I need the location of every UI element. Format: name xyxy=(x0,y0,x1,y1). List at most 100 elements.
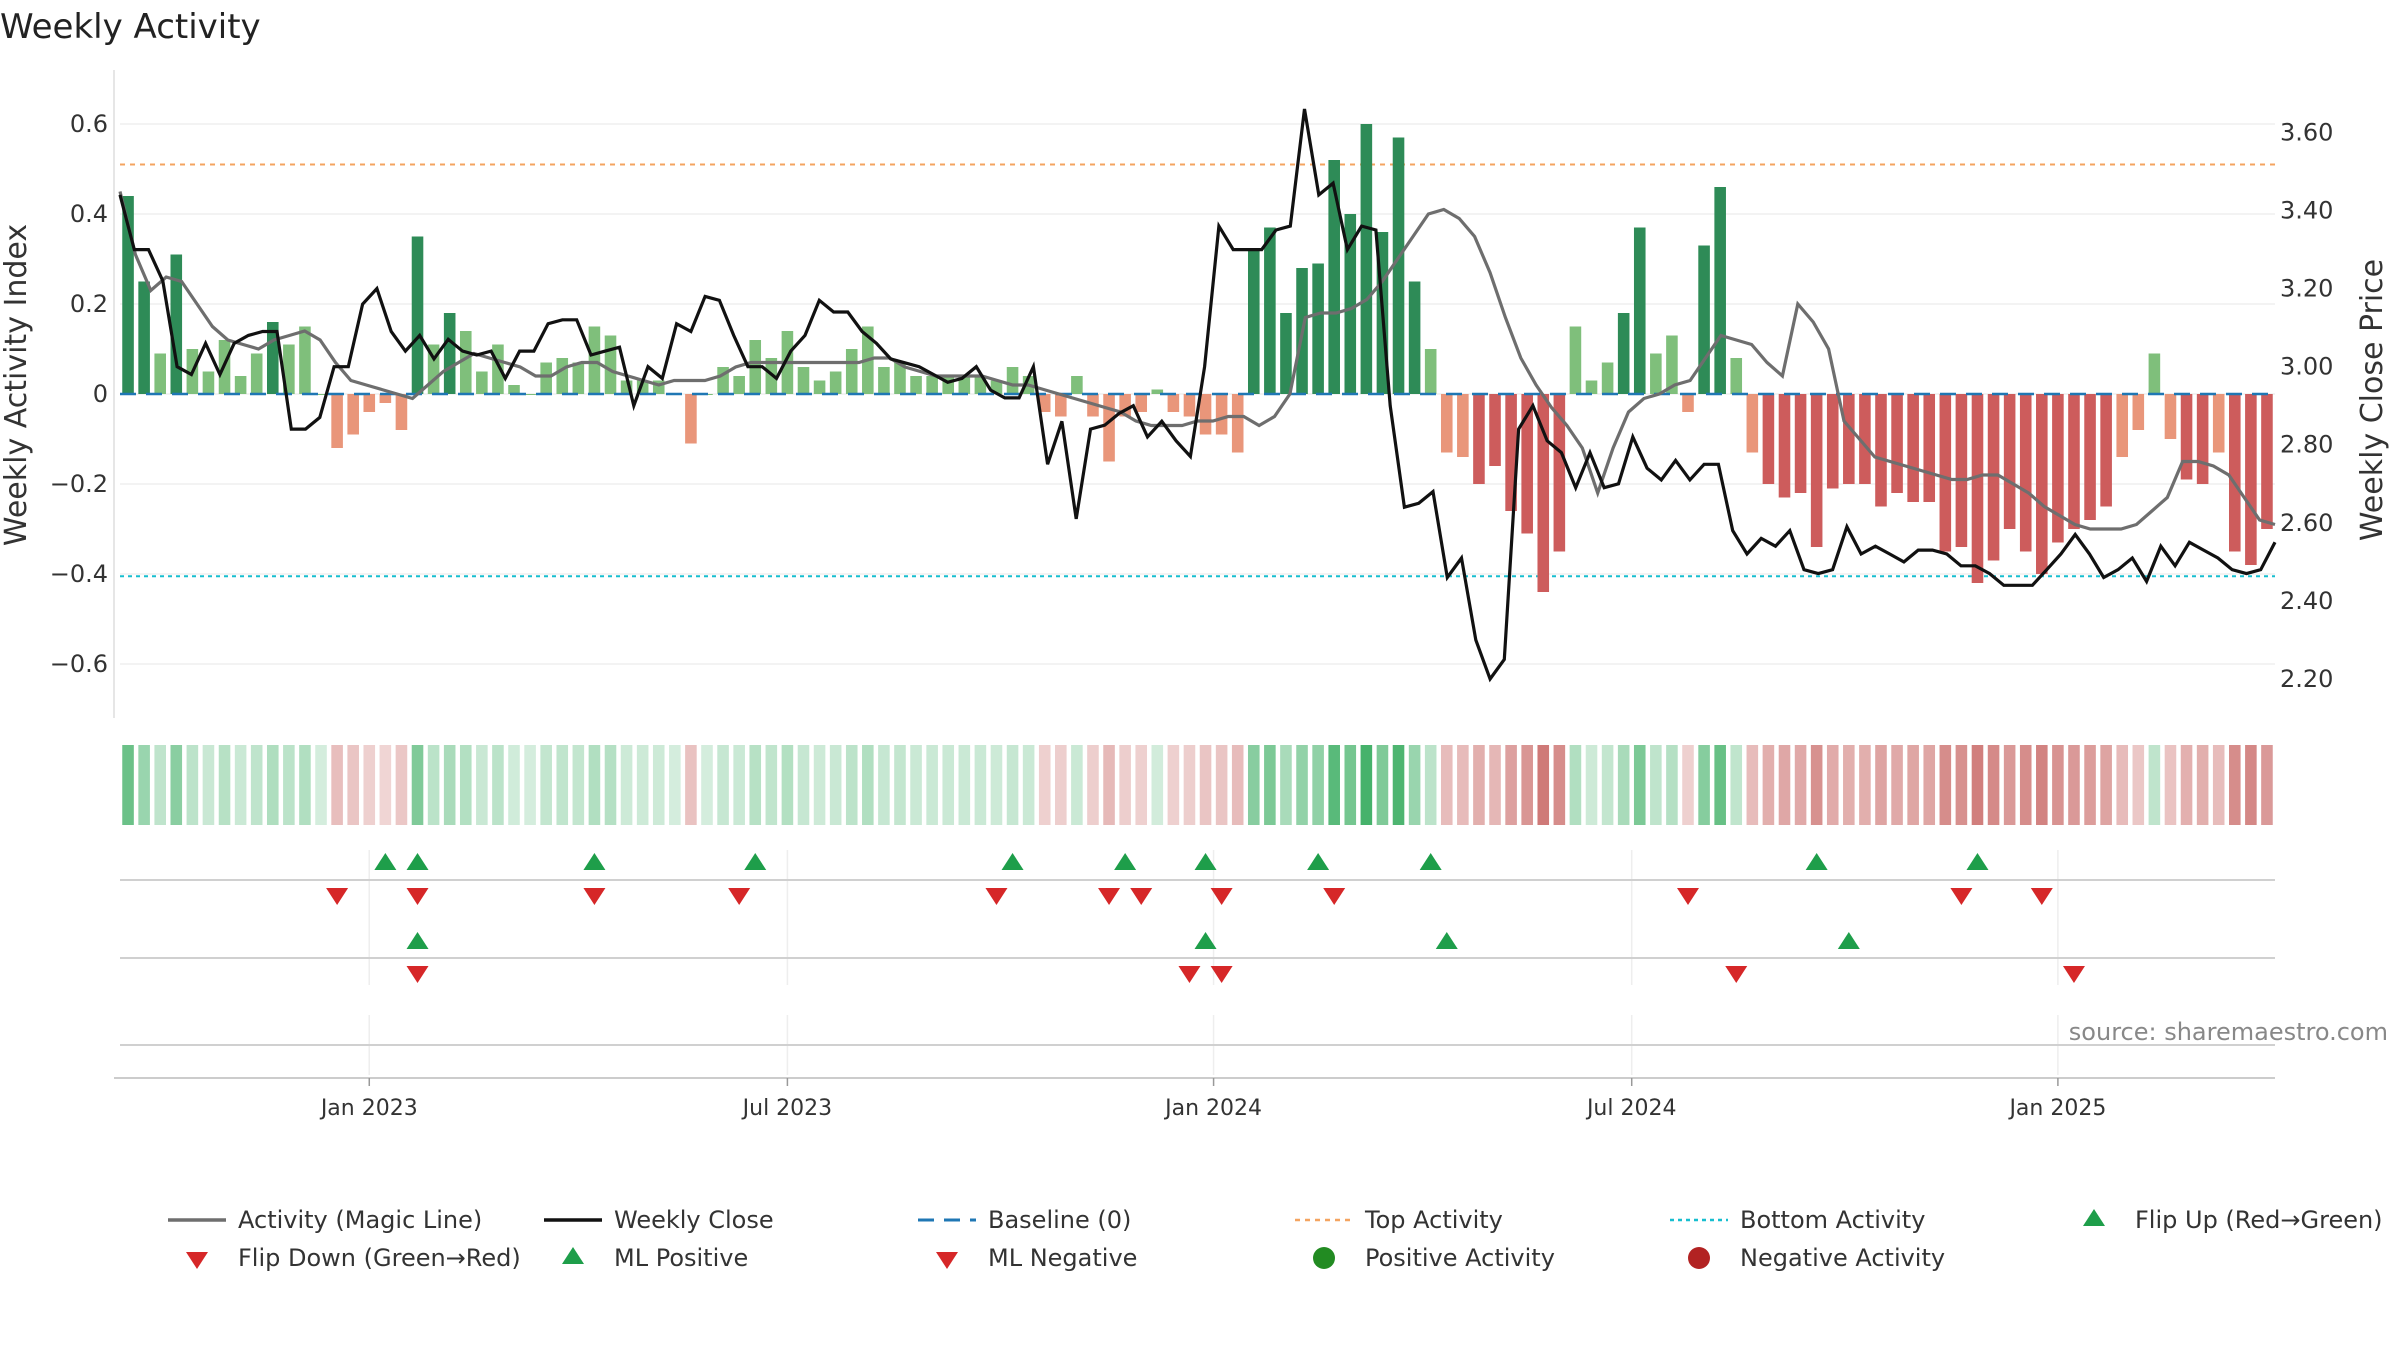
heat-cell xyxy=(1087,745,1099,825)
heat-cell xyxy=(1875,745,1887,825)
weekly-close-series xyxy=(118,108,2277,683)
heat-cell xyxy=(1907,745,1919,825)
activity-bar xyxy=(652,380,665,394)
heat-cell xyxy=(1891,745,1903,825)
activity-bar xyxy=(733,376,745,394)
heat-cell xyxy=(2164,745,2177,825)
flip-up-marker xyxy=(744,853,767,870)
heat-cell xyxy=(829,745,842,825)
heat-cell xyxy=(588,745,601,825)
activity-bar xyxy=(1601,362,1614,394)
heat-cell xyxy=(813,745,826,825)
flip-up-marker xyxy=(1966,853,1989,870)
heat-cell xyxy=(1215,745,1228,825)
heat-cell xyxy=(797,745,810,825)
activity-bar xyxy=(250,353,263,394)
flip-down-marker xyxy=(1130,888,1153,905)
heat-cell xyxy=(1135,745,1148,825)
flip-down-marker xyxy=(1950,888,1973,905)
heat-cell xyxy=(652,745,665,825)
heat-cell xyxy=(701,745,713,825)
heat-cell xyxy=(492,745,504,825)
activity-bar xyxy=(1569,326,1582,394)
y2-tick-label: 3.40 xyxy=(2280,197,2333,225)
activity-bar xyxy=(1859,394,1871,484)
activity-bar xyxy=(379,394,392,403)
heat-cell xyxy=(2212,745,2225,825)
legend-swatch-up-triangle xyxy=(2083,1209,2105,1226)
activity-bar xyxy=(1199,394,1212,435)
activity-bar xyxy=(459,331,472,394)
heat-cell xyxy=(2003,745,2016,825)
heat-cell xyxy=(845,745,858,825)
source-note: source: sharemaestro.com xyxy=(2069,1018,2388,1046)
heat-cell xyxy=(2116,745,2129,825)
activity-bar xyxy=(1119,394,1131,417)
activity-bar xyxy=(926,376,938,394)
ml-negative-marker xyxy=(406,966,429,983)
flip-up-marker xyxy=(1194,853,1217,870)
activity-bar xyxy=(1151,389,1164,394)
heat-cell xyxy=(1247,745,1260,825)
activity-bar xyxy=(315,394,327,395)
heat-cell xyxy=(379,745,392,825)
activity-bar xyxy=(1167,394,1180,412)
activity-bar xyxy=(845,349,858,394)
flip-down-marker xyxy=(2030,888,2053,905)
heat-cell xyxy=(1826,745,1839,825)
y2-tick-label: 3.00 xyxy=(2280,353,2333,381)
heat-cell xyxy=(2100,745,2112,825)
activity-bar xyxy=(202,371,215,394)
flip-up-marker xyxy=(1307,853,1330,870)
ml-positive-marker xyxy=(406,932,429,949)
legend-label: Flip Up (Red→Green) xyxy=(2135,1206,2383,1234)
activity-bar xyxy=(1247,250,1260,394)
legend-swatch-down-triangle xyxy=(936,1252,958,1269)
activity-bar xyxy=(1231,394,1244,453)
heat-cell xyxy=(524,745,536,825)
activity-bar xyxy=(2116,394,2129,457)
activity-bar xyxy=(1553,394,1566,552)
heat-cell xyxy=(556,745,569,825)
heat-cell xyxy=(1698,745,1710,825)
heat-cell xyxy=(218,745,231,825)
heat-cell xyxy=(1376,745,1389,825)
activity-bar xyxy=(1440,394,1453,453)
heat-cell xyxy=(2229,745,2241,825)
heat-cell xyxy=(765,745,778,825)
activity-bar xyxy=(347,394,359,435)
heat-cell xyxy=(1006,745,1019,825)
legend-label: Top Activity xyxy=(1364,1206,1503,1234)
activity-bar xyxy=(878,367,890,394)
heat-cell xyxy=(1103,745,1115,825)
activity-bar xyxy=(122,196,134,394)
heat-cell xyxy=(620,745,633,825)
activity-bar xyxy=(2068,394,2080,529)
activity-bar xyxy=(1955,394,1968,547)
legend-label: Flip Down (Green→Red) xyxy=(238,1244,521,1272)
grid-lines xyxy=(113,70,2275,1079)
heat-cell xyxy=(958,745,971,825)
activity-bar xyxy=(1778,394,1791,498)
heat-cell xyxy=(1408,745,1421,825)
heat-cell xyxy=(1344,745,1357,825)
y2-tick-label: 2.20 xyxy=(2280,665,2333,693)
heat-cell xyxy=(1553,745,1566,825)
heat-cell xyxy=(1264,745,1276,825)
heat-cell xyxy=(862,745,874,825)
heat-cell xyxy=(604,745,617,825)
heat-cell xyxy=(1666,745,1678,825)
activity-bar xyxy=(572,362,585,394)
heat-cell xyxy=(1457,745,1469,825)
flip-down-marker xyxy=(728,888,751,905)
legend-label: Positive Activity xyxy=(1365,1244,1555,1272)
heat-cell xyxy=(2148,745,2161,825)
activity-bar xyxy=(1971,394,1984,583)
activity-bar xyxy=(894,362,906,394)
legend-label: ML Negative xyxy=(988,1244,1137,1272)
y2-axis-title: Weekly Close Price xyxy=(2355,259,2390,541)
flip-up-marker xyxy=(374,853,397,870)
heat-cell xyxy=(636,745,649,825)
activity-bar xyxy=(974,376,987,394)
